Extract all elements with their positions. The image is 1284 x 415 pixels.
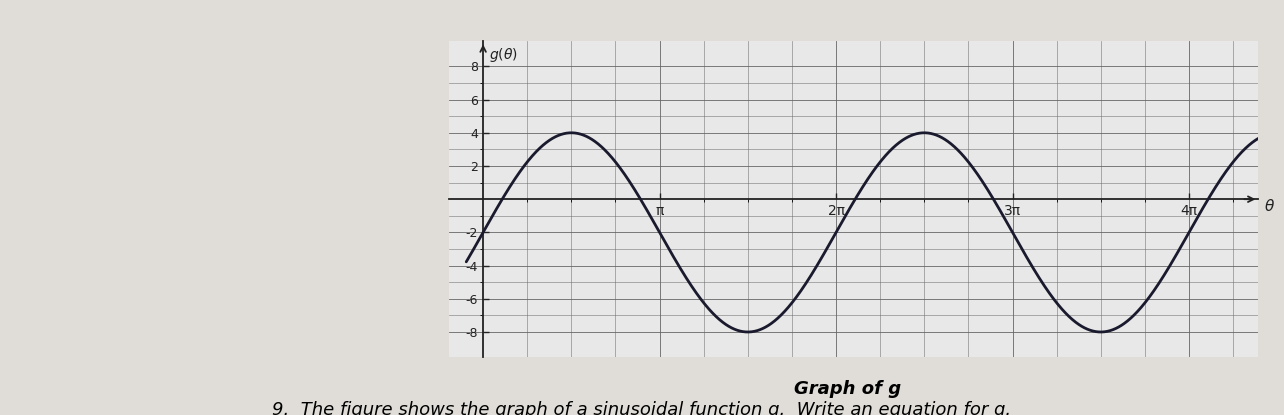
Text: 9.  The figure shows the graph of a sinusoidal function g.  Write an equation fo: 9. The figure shows the graph of a sinus… <box>272 401 1012 415</box>
Text: Graph of g: Graph of g <box>794 381 901 398</box>
Text: $g(\theta)$: $g(\theta)$ <box>489 46 517 64</box>
Text: $\theta$: $\theta$ <box>1263 198 1275 214</box>
